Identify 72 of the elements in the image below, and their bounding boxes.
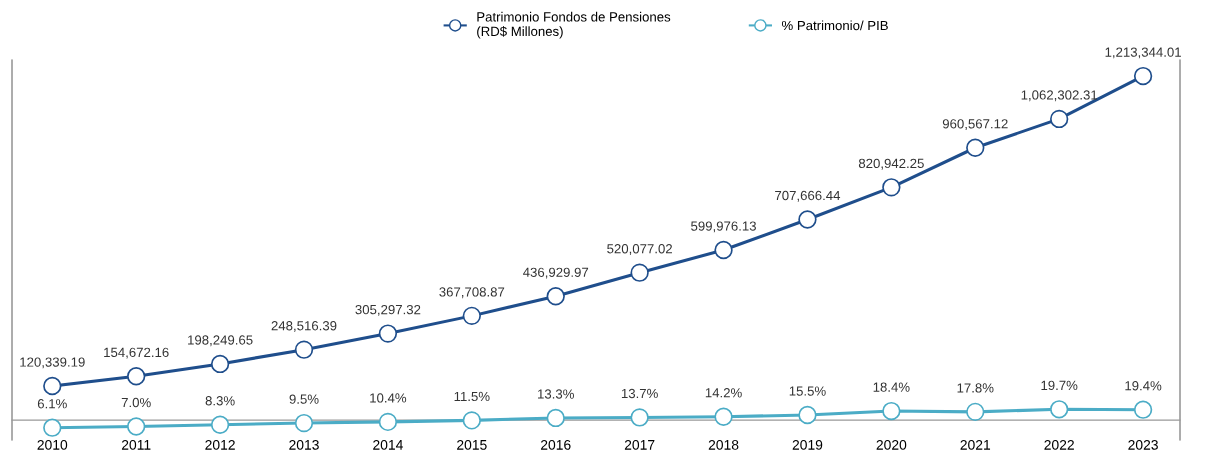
data-label: 1,213,344.01 <box>1105 47 1181 59</box>
data-label: 9.5% <box>289 394 319 404</box>
data-label: 436,929.97 <box>523 267 589 279</box>
x-tick-label: 2019 <box>792 439 823 450</box>
x-tick-label: 2014 <box>373 439 403 450</box>
point <box>43 376 62 396</box>
data-label: 10.4% <box>370 393 407 403</box>
point <box>1133 66 1153 86</box>
data-label: 8.3% <box>205 396 235 406</box>
data-label: 13.7% <box>621 388 658 399</box>
data-label: 120,339.19 <box>20 357 85 369</box>
x-tick-label: 2018 <box>708 439 739 450</box>
data-label: 17.8% <box>957 383 994 393</box>
point <box>127 367 146 386</box>
data-label: 599,976.13 <box>691 221 756 233</box>
point <box>294 413 314 433</box>
point <box>882 401 901 421</box>
point <box>798 405 817 425</box>
data-label: 7.0% <box>121 397 151 408</box>
x-tick-label: 2013 <box>289 439 319 450</box>
data-label: 707,666.44 <box>775 190 841 202</box>
point <box>378 324 398 343</box>
legend-label: Patrimonio Fondos de Pensiones (RD$ Millones) <box>477 11 671 39</box>
point <box>1050 400 1069 419</box>
data-label: 19.4% <box>1125 381 1162 391</box>
point <box>210 415 230 434</box>
point <box>798 210 817 229</box>
point <box>43 418 62 437</box>
data-label: 1,062,302.31 <box>1021 90 1098 102</box>
data-label: 19.7% <box>1041 380 1078 391</box>
point <box>714 407 733 426</box>
x-tick-label: 2011 <box>121 439 151 450</box>
point <box>630 263 649 282</box>
x-tick-label: 2023 <box>1128 439 1158 450</box>
data-label: 6.1% <box>37 399 67 409</box>
data-label: 367,708.87 <box>439 287 505 299</box>
point <box>714 240 733 260</box>
data-label: 960,567.12 <box>942 119 1008 131</box>
point <box>294 340 314 359</box>
data-label: 154,672.16 <box>104 347 169 359</box>
x-tick-label: 2015 <box>457 439 487 450</box>
data-label: 18.4% <box>873 382 910 392</box>
point <box>378 412 398 432</box>
data-label: 15.5% <box>789 386 826 396</box>
point <box>1050 109 1069 129</box>
x-tick-label: 2021 <box>960 439 991 450</box>
x-tick-label: 2017 <box>624 439 655 450</box>
point <box>546 408 565 428</box>
x-tick-label: 2020 <box>876 439 907 450</box>
x-tick-label: 2010 <box>37 439 68 450</box>
point <box>210 354 230 374</box>
point <box>462 306 481 326</box>
data-label: 820,942.25 <box>858 158 924 170</box>
point <box>1133 400 1153 419</box>
data-label: 198,249.65 <box>188 335 253 347</box>
data-label: 248,516.39 <box>271 321 337 332</box>
data-label: 305,297.32 <box>355 304 421 316</box>
point <box>882 178 901 197</box>
point <box>462 411 481 430</box>
x-tick-label: 2012 <box>205 439 235 450</box>
data-label: 13.3% <box>538 389 574 399</box>
point <box>127 417 146 436</box>
x-tick-label: 2022 <box>1044 439 1074 450</box>
data-label: 520,077.02 <box>607 244 672 255</box>
data-label: 14.2% <box>705 388 742 398</box>
point <box>966 402 985 422</box>
data-label: 11.5% <box>454 391 490 402</box>
point <box>546 287 565 306</box>
point <box>630 408 649 427</box>
legend-label: % Patrimonio/ PIB <box>781 20 888 31</box>
x-tick-label: 2016 <box>540 439 571 450</box>
point <box>966 138 985 157</box>
